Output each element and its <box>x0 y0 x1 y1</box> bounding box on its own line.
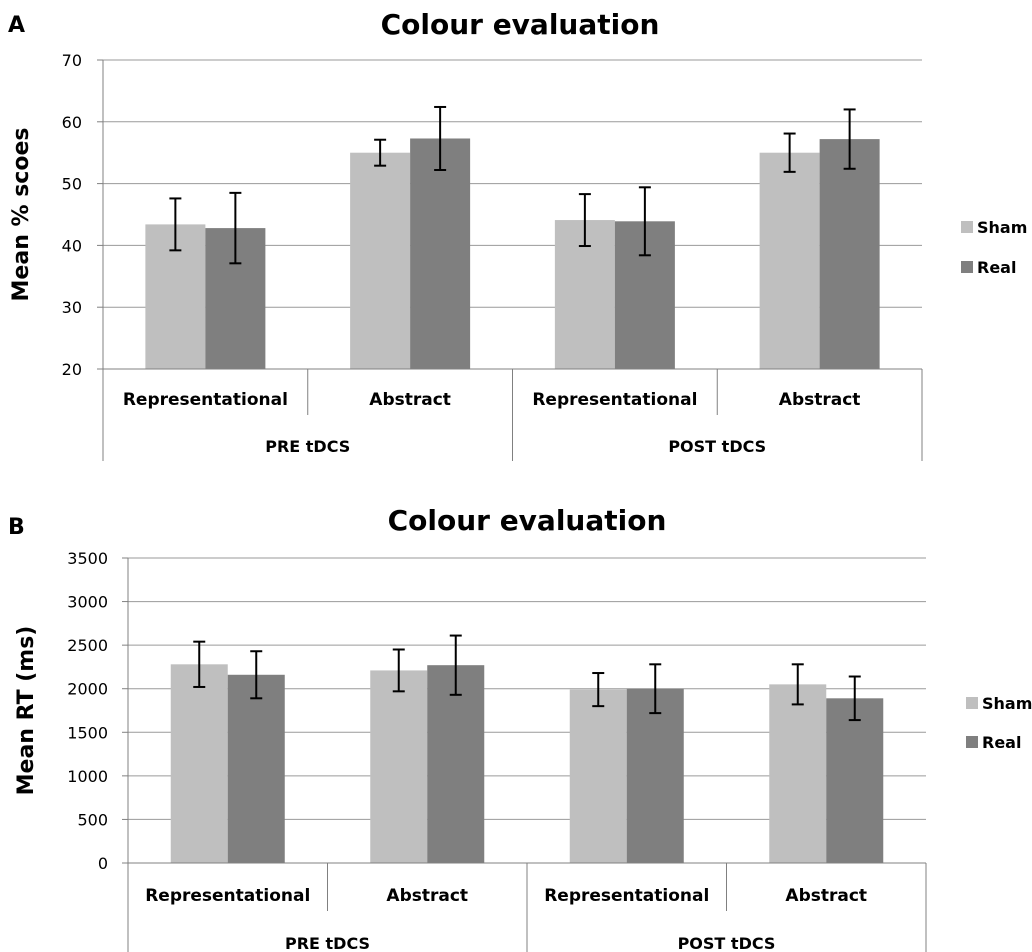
chart-a-svg: A Colour evaluation Mean % scoes 20 30 40 50 60… <box>8 8 1027 461</box>
category-label: Representational <box>532 390 697 410</box>
category-label: Abstract <box>779 390 861 410</box>
category-label: Representational <box>544 886 709 906</box>
chart-title: Colour evaluation <box>381 8 660 41</box>
y-tick-label: 2500 <box>67 636 108 655</box>
y-tick-label: 60 <box>62 113 82 132</box>
category-label: Representational <box>145 886 310 906</box>
y-tick-label: 500 <box>77 810 108 829</box>
legend-swatch-sham <box>966 697 978 709</box>
group-label: POST tDCS <box>668 437 766 456</box>
category-label: Representational <box>123 390 288 410</box>
y-tick-label: 30 <box>62 298 82 317</box>
bar-sham <box>170 664 228 863</box>
bar-real <box>410 138 471 369</box>
y-tick-label: 3500 <box>67 549 108 568</box>
chart-title: Colour evaluation <box>388 504 667 537</box>
y-tick-label: 50 <box>62 175 82 194</box>
legend-label: Real <box>982 733 1021 752</box>
chart-panel-a: A Colour evaluation Mean % scoes 20 30 40 50 60… <box>8 8 1027 461</box>
bar-sham <box>350 152 411 369</box>
bar-real <box>227 674 285 863</box>
group-label: POST tDCS <box>678 934 776 952</box>
bar-real <box>819 139 880 369</box>
y-axis-label: Mean RT (ms) <box>14 626 39 796</box>
y-tick-label: 1500 <box>67 723 108 742</box>
category-label: Abstract <box>386 886 468 906</box>
bar-real <box>626 688 684 863</box>
legend-swatch-real <box>966 736 978 748</box>
legend-swatch-sham <box>961 221 973 233</box>
y-tick-label: 20 <box>62 360 82 379</box>
y-tick-label: 1000 <box>67 767 108 786</box>
chart-panel-b: B Colour evaluation Mean RT (ms) 0 500 1000 15… <box>0 490 1032 952</box>
bar-sham <box>759 152 820 369</box>
group-label: PRE tDCS <box>285 934 370 952</box>
legend-label: Sham <box>977 218 1027 237</box>
chart-b-svg: B Colour evaluation Mean RT (ms) 0 500 1000 15… <box>8 504 1032 952</box>
bar-sham <box>769 684 827 863</box>
y-tick-label: 40 <box>62 236 82 255</box>
group-label: PRE tDCS <box>265 437 350 456</box>
y-tick-label: 0 <box>98 854 108 873</box>
legend-label: Real <box>977 258 1016 277</box>
y-tick-label: 2000 <box>67 680 108 699</box>
bar-sham <box>569 689 627 863</box>
y-tick-label: 70 <box>62 51 82 70</box>
bar-real <box>427 665 485 863</box>
legend-label: Sham <box>982 694 1032 713</box>
panel-label: B <box>8 515 25 540</box>
panel-label: A <box>8 13 25 38</box>
category-label: Abstract <box>369 390 451 410</box>
y-axis-label: Mean % scoes <box>9 128 34 302</box>
y-tick-label: 3000 <box>67 593 108 612</box>
category-label: Abstract <box>785 886 867 906</box>
bar-real <box>826 698 884 863</box>
bar-sham <box>370 670 428 863</box>
legend-swatch-real <box>961 261 973 273</box>
